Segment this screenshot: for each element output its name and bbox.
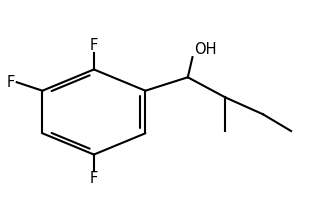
Text: OH: OH [194,42,217,57]
Text: F: F [90,38,98,53]
Text: F: F [90,171,98,186]
Text: F: F [7,75,15,90]
